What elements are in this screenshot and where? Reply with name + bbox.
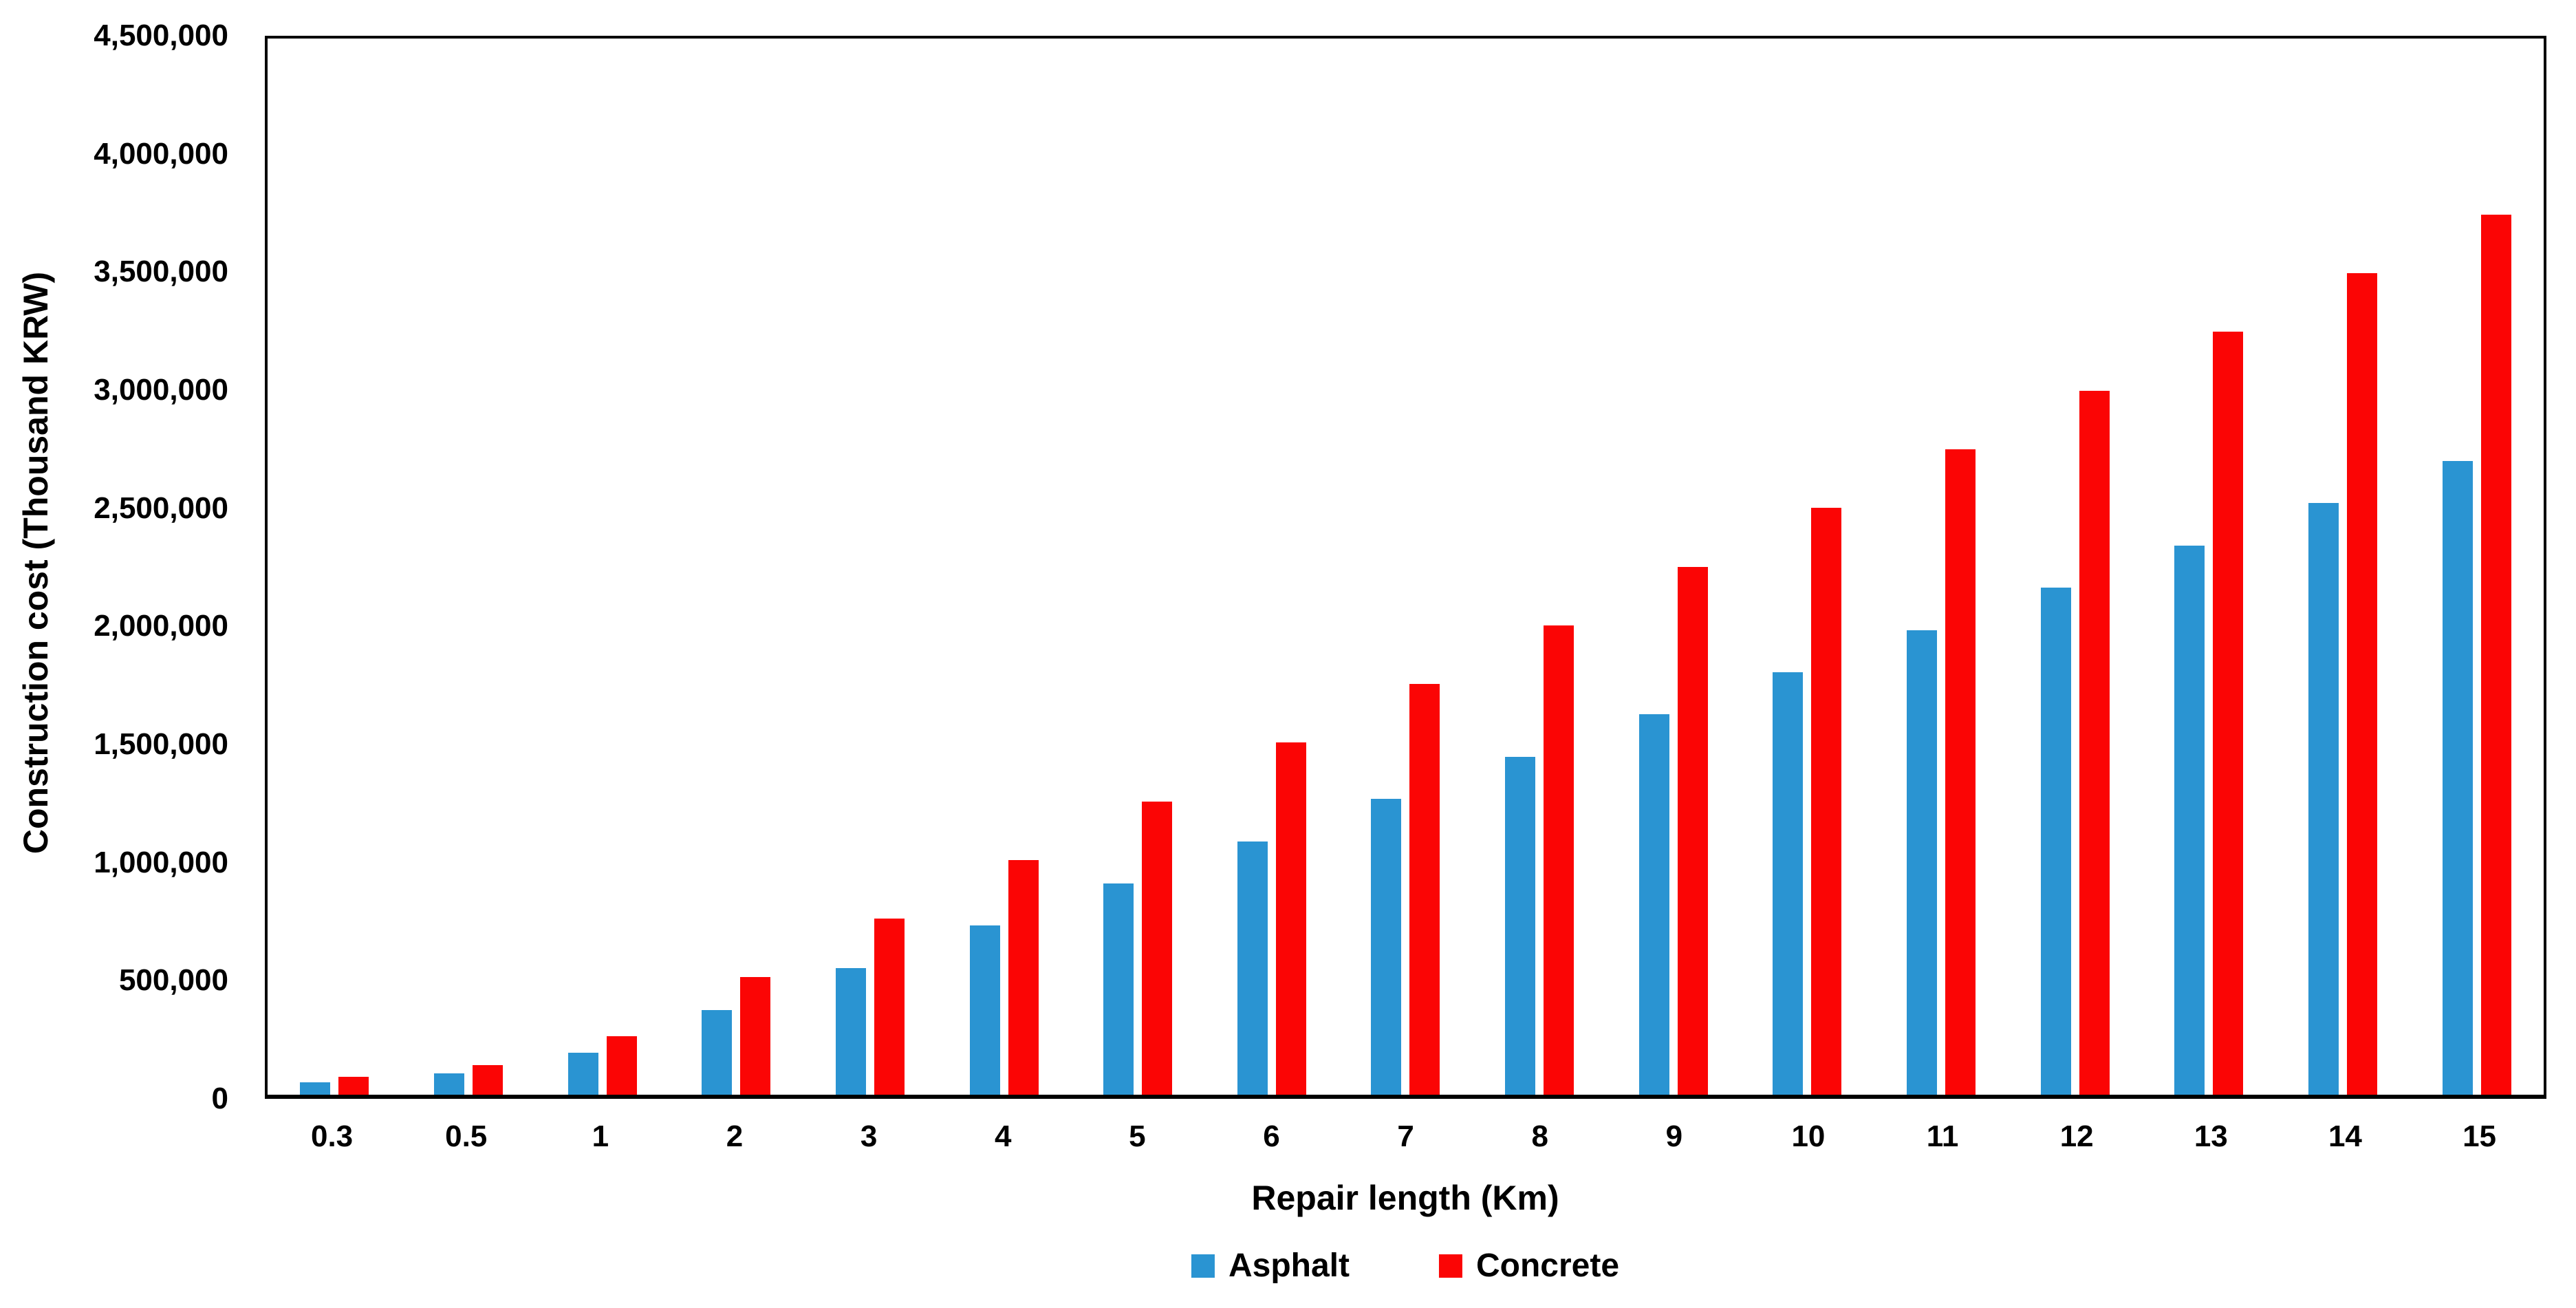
bar-concrete-14 (2346, 273, 2377, 1095)
category-group-7 (1339, 39, 1473, 1095)
y-tick-label: 1,000,000 (94, 845, 228, 879)
x-axis-tick-labels: 0.3 0.5 1 2 3 4 5 6 7 8 9 10 11 12 13 14 15 (265, 1116, 2546, 1157)
bar-asphalt-6 (1237, 841, 1268, 1095)
bar-concrete-3 (874, 919, 905, 1095)
bar-asphalt-15 (2442, 461, 2473, 1095)
category-group-0.3 (268, 39, 402, 1095)
bar-concrete-0.3 (338, 1077, 369, 1095)
x-tick-label: 6 (1263, 1119, 1280, 1153)
bar-concrete-7 (1409, 684, 1440, 1095)
x-tick-label: 11 (1926, 1119, 1959, 1153)
category-group-11 (1874, 39, 2009, 1095)
bar-concrete-11 (1945, 449, 1976, 1095)
plot-area (265, 36, 2546, 1099)
bar-asphalt-4 (969, 925, 1000, 1095)
x-tick-label: 1 (592, 1119, 609, 1153)
bar-asphalt-3 (835, 967, 866, 1095)
legend-label: Asphalt (1228, 1247, 1350, 1284)
legend-swatch-asphalt-icon (1191, 1254, 1215, 1278)
category-group-0.5 (402, 39, 536, 1095)
y-tick-label: 0 (211, 1082, 228, 1115)
bar-concrete-12 (2079, 390, 2110, 1095)
y-tick-label: 3,500,000 (94, 255, 228, 289)
category-group-8 (1473, 39, 1607, 1095)
bar-asphalt-1 (567, 1052, 598, 1095)
x-tick-label: 8 (1531, 1119, 1548, 1153)
bar-asphalt-0.3 (300, 1082, 331, 1095)
bar-concrete-15 (2480, 214, 2511, 1095)
bar-asphalt-13 (2174, 545, 2205, 1095)
y-tick-label: 500,000 (118, 963, 228, 998)
category-group-6 (1204, 39, 1339, 1095)
bar-asphalt-7 (1371, 799, 1402, 1095)
bar-concrete-10 (1811, 508, 1842, 1095)
bar-asphalt-5 (1103, 883, 1134, 1095)
y-tick-label: 2,500,000 (94, 491, 228, 525)
x-tick-label: 13 (2194, 1119, 2228, 1153)
y-tick-label: 2,000,000 (94, 609, 228, 643)
category-group-4 (937, 39, 1071, 1095)
bar-concrete-6 (1275, 742, 1306, 1095)
y-axis-title: Construction cost (Thousand KRW) (17, 271, 55, 855)
category-group-15 (2410, 39, 2544, 1095)
bar-concrete-5 (1142, 801, 1173, 1095)
bar-concrete-8 (1544, 625, 1574, 1095)
legend-swatch-concrete-icon (1438, 1254, 1462, 1278)
bar-concrete-0.5 (472, 1065, 503, 1095)
x-tick-label: 3 (860, 1119, 878, 1153)
category-group-9 (1606, 39, 1740, 1095)
category-group-1 (535, 39, 669, 1095)
bar-concrete-9 (1677, 566, 1708, 1095)
bar-concrete-13 (2213, 332, 2244, 1095)
x-tick-label: 0.5 (445, 1119, 488, 1153)
x-tick-label: 9 (1665, 1119, 1683, 1153)
bar-asphalt-14 (2308, 503, 2339, 1095)
x-tick-label: 7 (1397, 1119, 1414, 1153)
legend-item-concrete: Concrete (1438, 1247, 1620, 1285)
category-group-14 (2276, 39, 2410, 1095)
x-tick-label: 12 (2059, 1119, 2094, 1153)
bar-asphalt-8 (1505, 756, 1536, 1095)
bar-concrete-4 (1008, 859, 1039, 1095)
bar-concrete-1 (606, 1036, 637, 1095)
x-tick-label: 5 (1129, 1119, 1146, 1153)
y-tick-label: 4,000,000 (94, 136, 228, 171)
category-group-5 (1071, 39, 1205, 1095)
x-tick-label: 0.3 (310, 1119, 354, 1153)
category-group-13 (2142, 39, 2276, 1095)
legend-label: Concrete (1475, 1247, 1620, 1284)
category-group-10 (1740, 39, 1874, 1095)
legend: Asphalt Concrete (1191, 1247, 1619, 1285)
category-group-3 (803, 39, 938, 1095)
y-tick-label: 3,000,000 (94, 373, 228, 407)
x-tick-label: 10 (1791, 1119, 1826, 1153)
bar-asphalt-12 (2040, 588, 2071, 1095)
category-group-2 (669, 39, 803, 1095)
bar-asphalt-10 (1773, 672, 1804, 1095)
x-tick-label: 14 (2328, 1119, 2362, 1153)
x-axis-title: Repair length (Km) (1251, 1179, 1559, 1217)
x-tick-label: 15 (2463, 1119, 2497, 1153)
bar-asphalt-11 (1907, 630, 1937, 1095)
y-tick-label: 1,500,000 (94, 727, 228, 761)
bar-asphalt-2 (702, 1010, 733, 1095)
x-tick-label: 2 (726, 1119, 744, 1153)
category-group-12 (2008, 39, 2142, 1095)
bar-asphalt-9 (1638, 714, 1669, 1095)
y-tick-label: 4,500,000 (94, 19, 228, 52)
bar-asphalt-0.5 (433, 1073, 464, 1095)
bar-concrete-2 (740, 977, 771, 1095)
x-tick-label: 4 (994, 1119, 1012, 1153)
legend-item-asphalt: Asphalt (1191, 1247, 1350, 1285)
